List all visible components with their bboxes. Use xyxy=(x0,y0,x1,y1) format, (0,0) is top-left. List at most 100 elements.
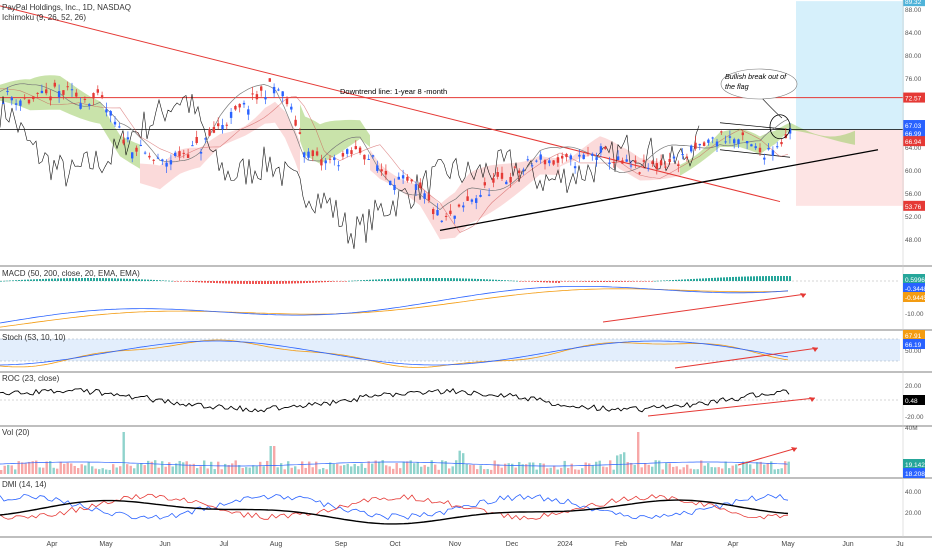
macd-hist-bar xyxy=(330,281,332,282)
volume-bar xyxy=(70,463,73,474)
macd-hist-bar xyxy=(162,280,164,282)
candle-body xyxy=(380,169,383,172)
candle-body xyxy=(337,165,340,167)
macd-hist-bar xyxy=(723,277,725,281)
candle-body xyxy=(608,162,611,165)
symbol-title: PayPal Holdings, Inc., 1D, NASDAQ xyxy=(2,3,131,12)
volume-bar xyxy=(633,464,636,474)
macd-hist-bar xyxy=(402,278,404,281)
candle-body xyxy=(178,151,181,157)
macd-hist-bar xyxy=(384,279,386,281)
macd-hist-bar xyxy=(156,280,158,281)
volume-bar xyxy=(325,469,328,474)
candle-body xyxy=(186,154,190,158)
macd-hist-bar xyxy=(771,276,773,281)
volume-bar xyxy=(504,463,507,474)
candle-body xyxy=(634,160,637,163)
candle-body xyxy=(462,205,465,208)
macd-hist-bar xyxy=(435,278,437,281)
volume-bar xyxy=(560,467,563,474)
macd-hist-bar xyxy=(294,281,296,284)
volume-bar xyxy=(171,466,174,474)
volume-bar xyxy=(651,466,654,474)
macd-hist-bar xyxy=(309,281,311,283)
candle-body xyxy=(616,156,620,161)
roc-badge: 0.48 xyxy=(903,395,925,405)
macd-hist-bar xyxy=(465,278,467,281)
candle-body xyxy=(92,93,95,99)
x-axis-label: May xyxy=(781,541,795,548)
volume-bar xyxy=(178,460,181,474)
candle-body xyxy=(14,103,18,105)
volume-bar xyxy=(707,463,710,474)
macd-hist-bar xyxy=(255,281,257,284)
price-badge-text: 66.99 xyxy=(905,131,922,138)
candle-body xyxy=(595,157,598,160)
roc-tick: -20.00 xyxy=(905,414,924,421)
volume-bar xyxy=(192,463,195,474)
volume-bar xyxy=(273,446,276,474)
macd-hist-bar xyxy=(117,278,119,281)
candle-body xyxy=(6,90,9,93)
macd-hist-bar xyxy=(687,279,689,281)
candle-body xyxy=(367,158,370,160)
macd-hist-bar xyxy=(306,281,308,283)
volume-bar xyxy=(388,466,391,474)
stoch-arrow-head xyxy=(812,347,818,352)
dmi-plus-line xyxy=(0,493,789,521)
macd-hist-bar xyxy=(714,277,716,281)
macd-hist-bar xyxy=(462,278,464,281)
candle-body xyxy=(758,147,762,153)
volume-bar xyxy=(483,469,486,474)
volume-bar xyxy=(245,467,248,474)
macd-hist-bar xyxy=(513,280,515,282)
volume-bar xyxy=(392,468,395,474)
macd-hist-bar xyxy=(36,279,38,281)
volume-bar xyxy=(486,469,489,474)
candle-body xyxy=(659,160,663,166)
macd-hist-bar xyxy=(183,281,185,282)
candle-body xyxy=(561,155,564,159)
macd-hist-bar xyxy=(393,278,395,281)
volume-bar xyxy=(532,462,535,474)
macd-hist-bar xyxy=(201,281,203,283)
macd-hist-bar xyxy=(657,280,659,282)
candle-body xyxy=(586,152,590,155)
price-tick-label: 52.00 xyxy=(905,214,922,221)
macd-hist-bar xyxy=(177,281,179,282)
x-axis-label: 2024 xyxy=(557,541,573,548)
macd-hist-bar xyxy=(144,279,146,281)
candle-body xyxy=(268,78,271,82)
volume-bar xyxy=(609,460,612,474)
dmi-label: DMI (14, 14) xyxy=(2,480,47,489)
macd-hist-bar xyxy=(519,281,521,282)
roc-badge-text: 0.48 xyxy=(905,398,918,405)
candle-body xyxy=(625,159,628,162)
macd-hist-bar xyxy=(477,278,479,281)
ichimoku-cloud-1 xyxy=(140,101,300,190)
volume-bar xyxy=(21,462,24,474)
macd-hist-bar xyxy=(405,278,407,281)
volume-bar xyxy=(570,463,573,474)
macd-hist-bar xyxy=(411,278,413,281)
candle-body xyxy=(251,93,254,95)
volume-bar xyxy=(332,463,335,474)
volume-bar xyxy=(409,460,412,474)
volume-bar xyxy=(637,432,640,474)
macd-hist-bar xyxy=(225,281,227,284)
macd-hist-bar xyxy=(483,279,485,281)
macd-hist-bar xyxy=(357,280,359,281)
candle-body xyxy=(479,194,482,197)
volume-bar xyxy=(28,461,31,474)
volume-bar xyxy=(721,468,724,474)
volume-bar xyxy=(360,463,363,474)
roc-label: ROC (23, close) xyxy=(2,374,60,383)
volume-bar xyxy=(318,469,321,474)
volume-badge-text: 19.142M xyxy=(905,462,930,469)
ichimoku-cloud-2 xyxy=(300,104,370,164)
volume-bar xyxy=(630,462,633,474)
stoch-k-line xyxy=(0,340,789,366)
price-badge-bg xyxy=(903,200,925,211)
